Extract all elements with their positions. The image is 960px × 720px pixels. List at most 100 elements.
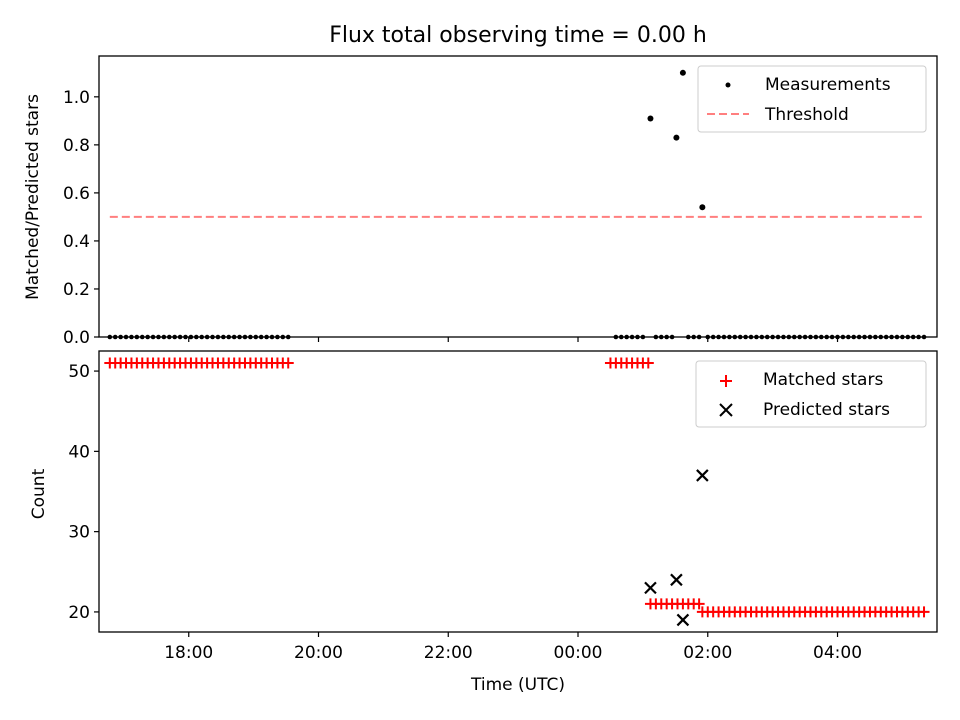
bottom-x-tick-label: 02:00 bbox=[683, 643, 732, 663]
measurement-point bbox=[658, 334, 664, 340]
measurement-point bbox=[829, 334, 835, 340]
measurement-point bbox=[878, 334, 884, 340]
measurement-point bbox=[727, 334, 732, 340]
measurement-point bbox=[754, 334, 759, 340]
measurement-point bbox=[862, 334, 867, 340]
top-series bbox=[107, 69, 927, 340]
top-y-ticks: 0.0 0.2 0.4 0.6 0.8 1.0 bbox=[63, 88, 99, 348]
measurement-point bbox=[258, 334, 264, 340]
measurement-point bbox=[664, 334, 669, 340]
measurement-point bbox=[696, 334, 702, 340]
measurement-point bbox=[705, 334, 711, 340]
top-y-tick-label: 0.4 bbox=[63, 232, 90, 252]
measurement-point bbox=[156, 334, 161, 340]
measurement-point bbox=[618, 334, 624, 340]
measurement-point bbox=[873, 334, 878, 340]
measurement-point bbox=[640, 334, 646, 340]
measurement-point bbox=[781, 334, 786, 340]
measurement-point bbox=[226, 334, 232, 340]
legend-measurements-label: Measurements bbox=[765, 75, 891, 95]
predicted-star-marker bbox=[676, 613, 690, 627]
bottom-x-ticks: 18:00 20:00 22:00 00:00 02:00 04:00 bbox=[164, 632, 862, 663]
legend-matched-label: Matched stars bbox=[763, 370, 883, 390]
measurement-point bbox=[248, 334, 253, 340]
measurement-point bbox=[112, 334, 118, 340]
measurement-point bbox=[808, 334, 813, 340]
bottom-legend-box bbox=[695, 360, 927, 428]
measurement-point bbox=[188, 334, 194, 340]
legend-matched-marker bbox=[720, 375, 732, 387]
top-legend: Measurements Threshold bbox=[697, 65, 927, 133]
measurement-point bbox=[129, 334, 134, 340]
measurement-point bbox=[721, 334, 727, 340]
measurement-point bbox=[194, 334, 199, 340]
bottom-x-tick-label: 20:00 bbox=[294, 643, 343, 663]
measurement-point bbox=[210, 334, 215, 340]
top-y-tick-label: 0.2 bbox=[63, 280, 90, 300]
chart-title: Flux total observing time = 0.00 h bbox=[329, 23, 707, 48]
measurement-point bbox=[894, 334, 900, 340]
measurement-point bbox=[802, 334, 808, 340]
measurement-point bbox=[835, 334, 840, 340]
measurement-point bbox=[118, 334, 123, 340]
x-axis-label: Time (UTC) bbox=[470, 675, 565, 695]
measurement-point bbox=[123, 334, 129, 340]
measurement-point bbox=[653, 334, 659, 340]
measurement-point bbox=[764, 334, 770, 340]
measurement-point bbox=[737, 334, 743, 340]
measurement-point bbox=[242, 334, 248, 340]
predicted-star-marker bbox=[644, 581, 657, 595]
measurement-point bbox=[253, 334, 259, 340]
measurement-point bbox=[748, 334, 754, 340]
measurement-point bbox=[624, 334, 629, 340]
measurement-point bbox=[910, 334, 916, 340]
measurement-point bbox=[231, 334, 237, 340]
measurement-point bbox=[264, 334, 269, 340]
bottom-y-ticks: 20 30 40 50 bbox=[68, 362, 99, 623]
matched-star-marker bbox=[693, 598, 705, 610]
measurement-point bbox=[786, 334, 792, 340]
top-y-tick-label: 0.6 bbox=[63, 184, 90, 204]
measurement-point bbox=[150, 334, 156, 340]
top-legend-box bbox=[697, 65, 927, 133]
bottom-y-tick-label: 40 bbox=[68, 442, 90, 462]
bottom-x-tick-label: 04:00 bbox=[813, 643, 862, 663]
measurement-point bbox=[921, 334, 927, 340]
bottom-y-tick-label: 50 bbox=[68, 362, 90, 382]
measurement-point bbox=[743, 334, 748, 340]
measurement-point bbox=[840, 334, 846, 340]
measurement-point bbox=[285, 334, 291, 340]
bottom-series bbox=[104, 357, 930, 627]
measurement-point bbox=[107, 334, 113, 340]
legend-predicted-marker bbox=[719, 403, 733, 417]
measurement-point bbox=[732, 334, 738, 340]
measurement-point bbox=[867, 334, 873, 340]
measurement-point bbox=[791, 334, 797, 340]
measurement-point bbox=[819, 334, 824, 340]
bottom-legend: Matched stars Predicted stars bbox=[695, 360, 927, 428]
matched-star-marker bbox=[642, 357, 654, 369]
measurement-point bbox=[172, 334, 177, 340]
bottom-x-tick-label: 00:00 bbox=[554, 643, 603, 663]
bottom-y-tick-label: 20 bbox=[68, 603, 90, 623]
predicted-star-marker bbox=[696, 469, 709, 482]
top-y-tick-label: 0.8 bbox=[63, 136, 90, 156]
measurement-point bbox=[145, 334, 150, 340]
measurement-point bbox=[824, 334, 830, 340]
measurement-point bbox=[221, 334, 226, 340]
measurement-point bbox=[691, 334, 697, 340]
measurement-point bbox=[613, 334, 619, 340]
legend-predicted-label: Predicted stars bbox=[763, 400, 890, 420]
measurement-point bbox=[204, 334, 210, 340]
legend-threshold-label: Threshold bbox=[764, 105, 849, 125]
measurement-point bbox=[856, 334, 862, 340]
measurement-point bbox=[629, 334, 635, 340]
measurement-point bbox=[851, 334, 857, 340]
measurement-point bbox=[883, 334, 889, 340]
measurement-point bbox=[134, 334, 140, 340]
measurement-point bbox=[889, 334, 894, 340]
measurement-point bbox=[699, 204, 706, 211]
bottom-y-axis-label: Count bbox=[29, 468, 49, 519]
measurement-point bbox=[686, 334, 691, 340]
measurement-point bbox=[635, 334, 640, 340]
